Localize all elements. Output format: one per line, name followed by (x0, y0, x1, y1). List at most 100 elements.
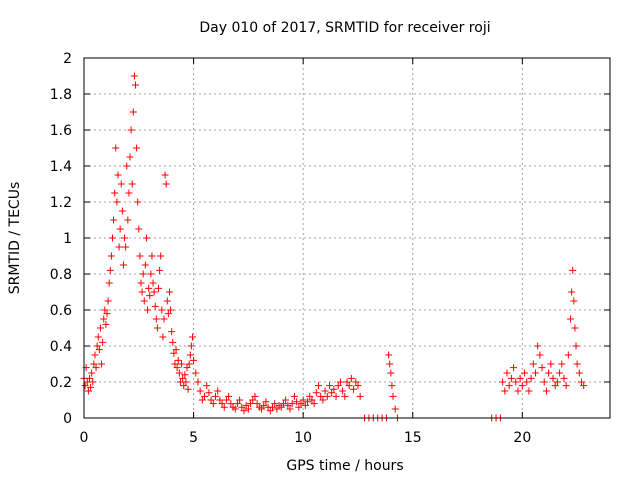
y-tick-label: 1.4 (50, 159, 72, 175)
data-point (564, 351, 572, 359)
data-point (165, 288, 173, 296)
data-point (315, 382, 323, 390)
data-point (323, 392, 331, 400)
data-point (573, 360, 581, 368)
data-point (194, 378, 202, 386)
data-point (538, 364, 546, 372)
x-tick-label: 0 (80, 430, 89, 446)
data-point (136, 252, 144, 260)
data-point (277, 403, 285, 411)
data-point (321, 387, 329, 395)
data-point (90, 360, 98, 368)
data-point (271, 400, 279, 408)
data-point (551, 382, 559, 390)
y-tick-label: 1.8 (50, 87, 72, 103)
data-point (310, 400, 318, 408)
x-tick-label: 15 (404, 430, 422, 446)
data-point (99, 338, 107, 346)
data-point (231, 405, 239, 413)
data-point (350, 385, 358, 393)
data-point (385, 351, 393, 359)
data-point (518, 382, 526, 390)
data-point (293, 398, 301, 406)
data-point (279, 400, 287, 408)
data-point (558, 360, 566, 368)
data-point (325, 382, 333, 390)
x-axis-title: GPS time / hours (286, 458, 403, 474)
data-point (182, 378, 190, 386)
data-point (214, 387, 222, 395)
data-point (172, 346, 180, 354)
data-point (112, 144, 120, 152)
data-point (312, 389, 320, 397)
data-point (92, 364, 100, 372)
data-point (190, 356, 198, 364)
data-point (196, 387, 204, 395)
data-point (286, 405, 294, 413)
data-point (266, 407, 274, 415)
data-point (192, 369, 200, 377)
data-point (122, 243, 130, 251)
y-tick-label: 0.4 (50, 339, 72, 355)
data-point (388, 382, 396, 390)
data-point (125, 189, 133, 197)
data-point (175, 369, 183, 377)
data-point (507, 374, 515, 382)
data-point (173, 364, 181, 372)
y-tick-labels: 0 0.2 0.4 0.6 0.8 1 1.2 1.4 1.6 1.8 2 (50, 51, 72, 427)
data-point (387, 369, 395, 377)
data-point (580, 382, 588, 390)
data-point (523, 378, 531, 386)
data-point (103, 310, 111, 318)
data-point (540, 378, 548, 386)
data-point (85, 374, 93, 382)
data-point (336, 378, 344, 386)
data-point (240, 407, 248, 415)
data-point (148, 252, 156, 260)
data-point (118, 207, 126, 215)
data-point (514, 387, 522, 395)
data-point (499, 378, 507, 386)
data-point (345, 382, 353, 390)
data-point (114, 171, 122, 179)
data-point (171, 360, 179, 368)
data-point (185, 360, 193, 368)
data-point (121, 234, 129, 242)
y-tick-label: 0.6 (50, 303, 72, 319)
data-point (133, 144, 141, 152)
data-point (141, 261, 149, 269)
data-point (282, 396, 290, 404)
data-point (108, 234, 116, 242)
data-point (181, 371, 189, 379)
data-point (536, 351, 544, 359)
data-point (330, 385, 338, 393)
data-point (151, 302, 159, 310)
data-point (521, 369, 529, 377)
data-point (100, 315, 108, 323)
data-point (233, 400, 241, 408)
data-point (547, 360, 555, 368)
data-point (354, 382, 362, 390)
data-point (160, 315, 168, 323)
x-tick-label: 5 (189, 430, 198, 446)
data-point (117, 180, 125, 188)
data-point (135, 225, 143, 233)
data-point (560, 374, 568, 382)
data-point (127, 126, 135, 134)
data-point (389, 392, 397, 400)
data-point (158, 306, 166, 314)
data-point (262, 398, 270, 406)
data-point (288, 400, 296, 408)
data-point (567, 315, 575, 323)
data-point (145, 284, 153, 292)
data-point (140, 297, 148, 305)
data-point (203, 382, 211, 390)
x-tick-label: 10 (294, 430, 312, 446)
data-point (149, 279, 157, 287)
data-point (98, 360, 106, 368)
plot-frame (83, 57, 611, 419)
data-point (236, 396, 244, 404)
data-point (304, 398, 312, 406)
data-point (104, 297, 112, 305)
